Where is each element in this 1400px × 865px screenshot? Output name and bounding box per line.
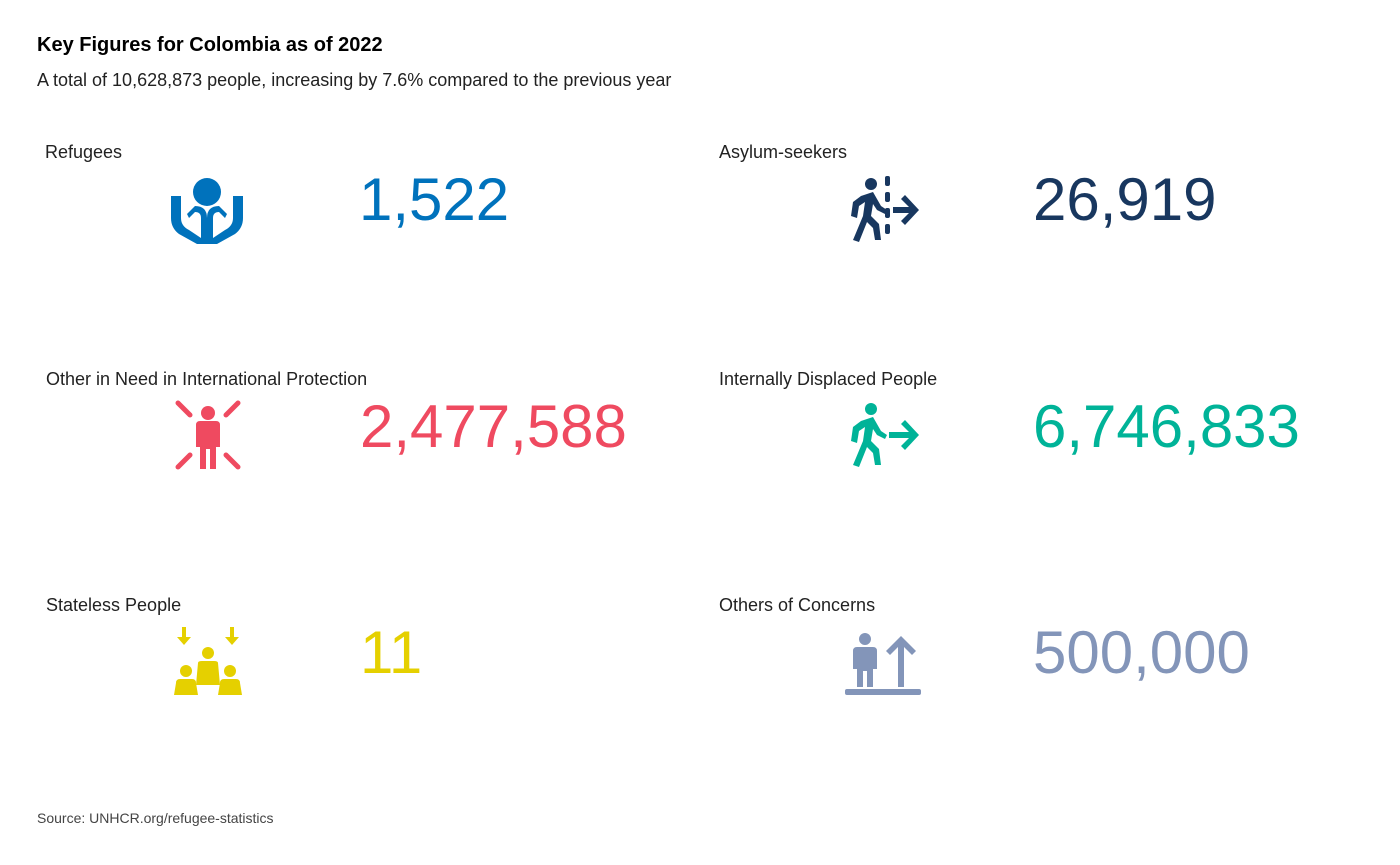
others-of-concern-icon: [841, 623, 921, 703]
figure-card-other-in-need: Other in Need in International Protectio…: [46, 369, 686, 519]
source-note: Source: UNHCR.org/refugee-statistics: [37, 810, 274, 826]
figure-card-internally-displaced: Internally Displaced People 6,746,833: [719, 369, 1359, 519]
figure-label: Stateless People: [46, 595, 182, 615]
page-title: Key Figures for Colombia as of 2022: [37, 34, 383, 56]
page-subtitle: A total of 10,628,873 people, increasing…: [37, 70, 672, 90]
figure-card-stateless: Stateless People 11: [46, 595, 686, 745]
person-in-need-icon: [168, 397, 248, 477]
figure-label: Asylum-seekers: [719, 142, 848, 162]
figure-value: 500,000: [1033, 619, 1250, 686]
figure-value: 11: [360, 619, 423, 686]
figure-card-others-of-concern: Others of Concerns 500,000: [719, 595, 1359, 745]
figure-value: 6,746,833: [1033, 393, 1300, 460]
figure-value: 1,522: [359, 166, 510, 233]
figure-label: Other in Need in International Protectio…: [46, 369, 368, 389]
stateless-people-icon: [168, 623, 248, 703]
figure-value: 26,919: [1033, 166, 1217, 233]
figure-label: Internally Displaced People: [719, 369, 938, 389]
figure-value: 2,477,588: [360, 393, 627, 460]
asylum-seeker-walking-icon: [841, 170, 921, 250]
figure-label: Others of Concerns: [719, 595, 876, 615]
refugees-hands-icon: [167, 170, 247, 250]
figure-card-refugees: Refugees 1,522: [45, 142, 685, 292]
figure-label: Refugees: [45, 142, 123, 162]
displaced-person-walking-icon: [841, 397, 921, 477]
figure-card-asylum-seekers: Asylum-seekers 26,919: [719, 142, 1359, 292]
